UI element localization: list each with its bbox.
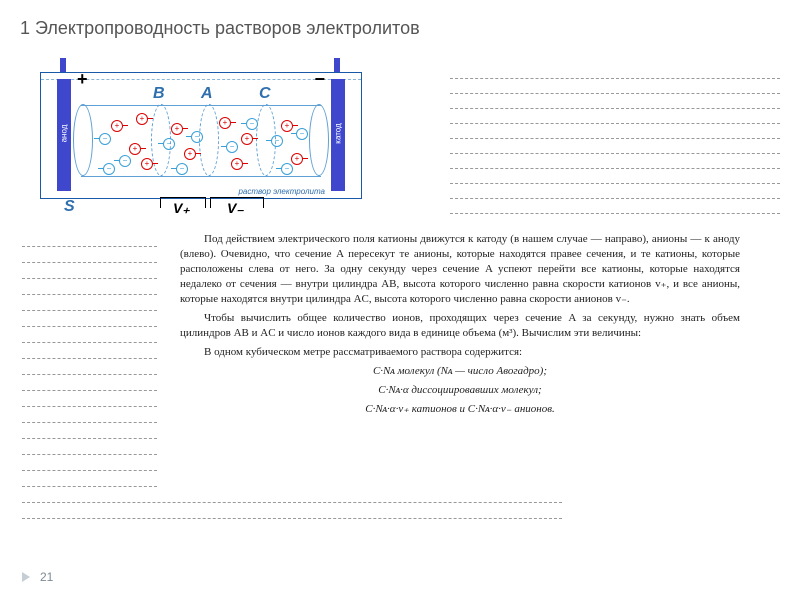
placeholder-line — [450, 93, 780, 94]
cation-icon: + — [171, 123, 183, 135]
anion-icon: − — [119, 155, 131, 167]
cylinder-end-left — [73, 104, 93, 176]
paragraph-1: Под действием электрического поля катион… — [180, 232, 740, 307]
placeholder-line — [450, 198, 780, 199]
cation-icon: + — [129, 143, 141, 155]
placeholder-line — [450, 168, 780, 169]
section-label-C: C — [259, 85, 271, 103]
side-line — [22, 390, 157, 391]
side-line — [22, 294, 157, 295]
side-line — [22, 422, 157, 423]
solution-caption: раствор электролита — [238, 187, 325, 196]
cation-icon: + — [281, 120, 293, 132]
label-S: S — [64, 198, 75, 216]
cation-icon: + — [231, 158, 243, 170]
cylinder-end-right — [309, 104, 329, 176]
cation-icon: + — [184, 148, 196, 160]
anion-icon: − — [281, 163, 293, 175]
anion-icon: − — [226, 141, 238, 153]
side-line — [22, 454, 157, 455]
cathode-electrode: катод — [331, 79, 345, 191]
anode-electrode: анод — [57, 79, 71, 191]
placeholder-line — [450, 123, 780, 124]
anion-icon: − — [296, 128, 308, 140]
page-number: 21 — [40, 570, 53, 584]
plus-sign: + — [77, 69, 88, 90]
minus-sign: − — [314, 69, 325, 90]
side-line — [22, 246, 157, 247]
side-line — [22, 342, 157, 343]
formula-3: C·Nᴀ·α·ν₊ катионов и C·Nᴀ·α·ν₋ анионов. — [180, 402, 740, 417]
side-line — [22, 310, 157, 311]
cation-icon: + — [136, 113, 148, 125]
cation-icon: + — [141, 158, 153, 170]
anion-icon: − — [163, 138, 175, 150]
top-dash — [41, 79, 361, 80]
anion-icon: − — [246, 118, 258, 130]
paragraph-3: В одном кубическом метре рассматриваемог… — [180, 345, 740, 360]
section-label-B: B — [153, 85, 165, 103]
paragraph-2: Чтобы вычислить общее количество ионов, … — [180, 311, 740, 341]
page-arrow-icon — [22, 572, 30, 582]
section-label-A: A — [201, 85, 213, 103]
side-line — [22, 486, 157, 487]
anion-icon: − — [103, 163, 115, 175]
placeholder-line — [450, 78, 780, 79]
side-line — [22, 502, 562, 503]
cathode-label: катод — [334, 114, 343, 154]
side-line — [22, 326, 157, 327]
placeholder-line — [450, 213, 780, 214]
placeholder-line — [450, 138, 780, 139]
side-line — [22, 278, 157, 279]
cation-icon: + — [219, 117, 231, 129]
side-line — [22, 374, 157, 375]
anion-icon: − — [191, 131, 203, 143]
page-title: 1 Электропроводность растворов электроли… — [20, 18, 420, 39]
side-line — [22, 518, 562, 519]
diagram-frame: + − анод катод B A C +++++++++++−−−−−−−−… — [40, 72, 362, 199]
side-line — [22, 470, 157, 471]
side-line — [22, 358, 157, 359]
cation-icon: + — [111, 120, 123, 132]
side-line — [22, 438, 157, 439]
electrolyte-diagram: + − анод катод B A C +++++++++++−−−−−−−−… — [40, 72, 360, 217]
label-vminus: V₋ — [227, 200, 244, 217]
body-text: Под действием электрического поля катион… — [180, 232, 740, 421]
placeholder-line — [450, 153, 780, 154]
placeholder-line — [450, 108, 780, 109]
placeholder-line — [450, 183, 780, 184]
anion-icon: − — [176, 163, 188, 175]
formula-1: C·Nᴀ молекул (Nᴀ — число Авогадро); — [180, 364, 740, 379]
cation-icon: + — [241, 133, 253, 145]
anion-icon: − — [99, 133, 111, 145]
label-vplus: V₊ — [173, 200, 190, 217]
side-line — [22, 262, 157, 263]
anion-icon: − — [271, 135, 283, 147]
anode-label: анод — [60, 114, 69, 154]
side-line — [22, 406, 157, 407]
formula-2: C·Nᴀ·α диссоциировавших молекул; — [180, 383, 740, 398]
cation-icon: + — [291, 153, 303, 165]
